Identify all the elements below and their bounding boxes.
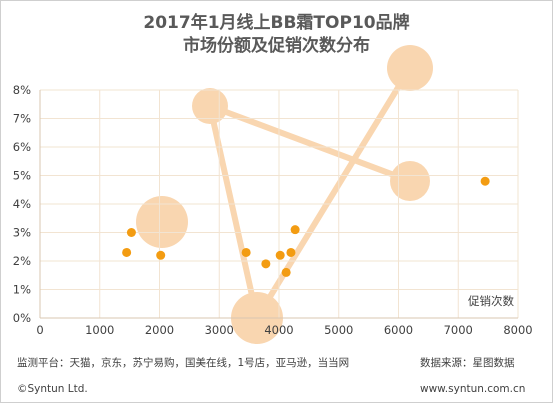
x-tick-label: 8000 xyxy=(503,323,532,337)
data-point xyxy=(275,250,285,260)
x-tick-label: 3000 xyxy=(205,323,234,337)
y-tick-label: 4% xyxy=(13,197,31,211)
data-point xyxy=(281,267,291,277)
x-axis-label: 促销次数 xyxy=(468,294,514,308)
y-tick-label: 5% xyxy=(13,169,31,183)
y-tick-label: 8% xyxy=(13,83,31,97)
x-tick-label: 0 xyxy=(36,323,43,337)
chart-title-line1: 2017年1月线上BB霜TOP10品牌 xyxy=(143,13,410,33)
x-tick-label: 7000 xyxy=(444,323,473,337)
decor-bubble xyxy=(390,161,430,201)
copyright: ©Syntun Ltd. xyxy=(17,383,88,395)
chart-title-line2: 市场份额及促销次数分布 xyxy=(183,36,370,56)
data-point xyxy=(286,247,296,257)
y-tick-label: 3% xyxy=(13,226,31,240)
y-tick-label: 2% xyxy=(13,254,31,268)
data-point xyxy=(290,225,300,235)
monitor-platforms: 监测平台：天猫，京东，苏宁易购，国美在线，1号店，亚马逊，当当网 xyxy=(17,357,350,369)
data-point xyxy=(480,176,490,186)
axes: 0% 1% 2% 3% 4% 5% 6% 7% 8% 0 1000 2000 3000 4000 5000 6… xyxy=(13,83,533,337)
decor-line xyxy=(254,65,413,321)
data-point xyxy=(122,247,132,257)
y-tick-label: 1% xyxy=(13,283,31,297)
data-point xyxy=(241,247,251,257)
x-tick-label: 1000 xyxy=(85,323,114,337)
data-point xyxy=(126,228,136,237)
y-tick-label: 0% xyxy=(13,311,31,325)
x-tick-label: 6000 xyxy=(384,323,413,337)
grid-lines xyxy=(39,89,519,319)
data-point xyxy=(156,250,166,260)
data-point xyxy=(261,259,271,269)
data-points xyxy=(122,176,490,277)
decor-bubble xyxy=(136,196,188,248)
x-tick-label: 5000 xyxy=(324,323,353,337)
y-tick-label: 6% xyxy=(13,140,31,154)
decor-bubble xyxy=(387,45,433,91)
website: www.syntun.com.cn xyxy=(420,383,526,395)
x-tick-label: 2000 xyxy=(145,323,174,337)
y-tick-label: 7% xyxy=(13,112,31,126)
decor-line xyxy=(207,103,260,321)
x-tick-label: 4000 xyxy=(264,323,293,337)
data-source: 数据来源：星图数据 xyxy=(420,357,515,369)
